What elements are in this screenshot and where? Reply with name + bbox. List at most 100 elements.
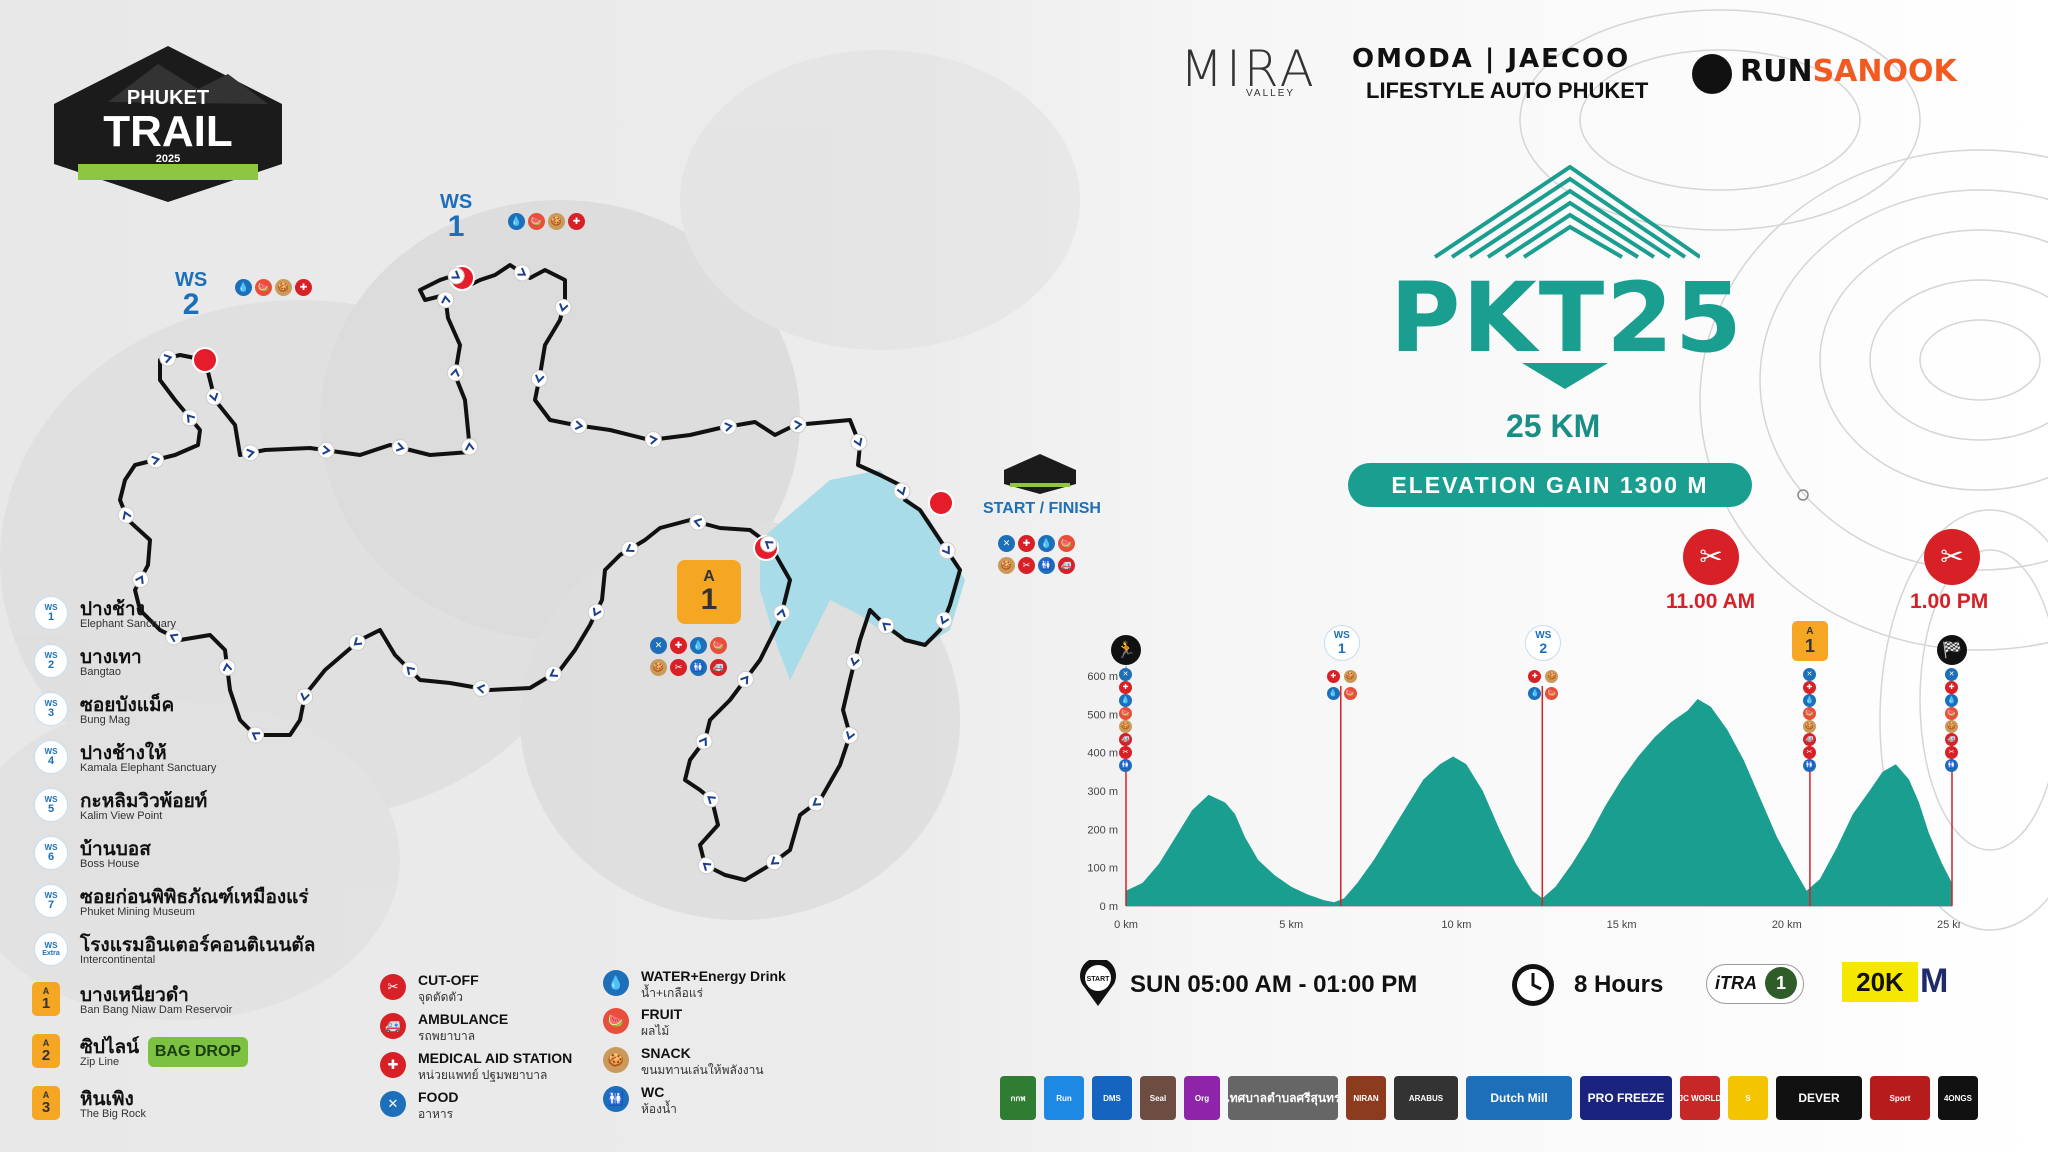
legend-name: กะหลิมวิวพ้อยท์ xyxy=(80,791,208,812)
ws-badge-num: 7 xyxy=(47,898,55,911)
icon-legend-sub: ขนมทานเล่นให้พลังงาน xyxy=(641,1063,764,1077)
ws2-map-label: WS 2 xyxy=(175,270,207,320)
ws2-num: 2 xyxy=(182,288,200,321)
svg-text:✂: ✂ xyxy=(1940,541,1963,572)
zone-a1-top: A xyxy=(703,568,715,585)
sponsor-logo: Sport xyxy=(1870,1076,1930,1120)
mira-logo: MIRA xyxy=(1180,40,1317,98)
y-tick-label: 600 m xyxy=(1087,671,1118,683)
ambulance-icon: 🚑 xyxy=(380,1013,406,1039)
logo-top-text: PHUKET xyxy=(127,87,209,109)
legend-sub: The Big Rock xyxy=(80,1108,147,1120)
icon-legend-title: CUT-OFF xyxy=(418,972,479,988)
ws-badge: WS 6 xyxy=(34,836,68,870)
finish-icon: 🏁 xyxy=(1937,635,1967,665)
legend-ws-item: WS 7 ซอยก่อนพิพิธภัณฑ์เหมืองแร่ Phuket Mini… xyxy=(30,882,370,922)
ws-badge-num: Extra xyxy=(42,949,60,957)
sponsor-logo: S xyxy=(1728,1076,1768,1120)
race-hours: 8 Hours xyxy=(1574,971,1664,998)
legend-sub: Ban Bang Niaw Dam Reservoir xyxy=(80,1004,233,1016)
ambulance-icon: 🚑 xyxy=(1119,733,1132,746)
elevation-chart: 0 m 100 m 200 m 300 m 400 m 500 m 600 m 0 km 5 k… xyxy=(1087,666,1960,931)
legend-ws-item: WS 1 ปางช้าง Elephant Sanctuary xyxy=(30,594,370,634)
water-icon: 💧 xyxy=(1119,694,1132,707)
y-tick-label: 500 m xyxy=(1087,709,1118,721)
fruit-icon: 🍉 xyxy=(1802,707,1816,720)
water-icon: 💧 xyxy=(508,213,525,230)
water-icon: 💧 xyxy=(1038,535,1055,552)
ws-badge-num: 5 xyxy=(47,802,55,815)
ws-badge-num: 6 xyxy=(47,850,55,863)
legend-name: ปางช้างให้ xyxy=(80,743,167,764)
food-icon: ✕ xyxy=(650,637,667,654)
lifestyle-text: LIFESTYLE AUTO PHUKET xyxy=(1366,78,1649,103)
cut-off-icon: ✂ xyxy=(380,974,406,1000)
medical-icon: ✚ xyxy=(568,213,585,230)
ws1-marker[interactable] xyxy=(449,265,475,291)
icon-legend-medical: ✚ MEDICAL AID STATION หน่วยแพทย์ ปฐมพยาบาล xyxy=(380,1050,590,1084)
y-tick-label: 300 m xyxy=(1087,786,1118,798)
y-tick-label: 400 m xyxy=(1087,748,1118,760)
ws-badge-num: 2 xyxy=(47,658,55,671)
ws-badge-top: WS xyxy=(44,698,58,708)
snack-icon: 🍪 xyxy=(1119,720,1132,733)
fruit-icon: 🍉 xyxy=(1119,707,1132,720)
ambulance-icon: 🚑 xyxy=(1802,733,1816,746)
zone-a1-badge[interactable]: A 1 xyxy=(677,560,741,624)
ws-badge-top: WS xyxy=(44,794,58,804)
cutoff-icon: ✂ xyxy=(1683,529,1739,585)
profile-ws-marker[interactable]: WS 2 xyxy=(1525,625,1562,661)
sponsor-logo: PRO FREEZE xyxy=(1580,1076,1672,1120)
cut-off-icon: ✂ xyxy=(1802,746,1816,759)
start-badge-text: START xyxy=(1087,976,1111,983)
medical-icon: ✚ xyxy=(1018,535,1035,552)
legend-name: ซิปไลน์ xyxy=(80,1037,140,1058)
ambulance-icon: 🚑 xyxy=(710,659,727,676)
legend-ws-item: WS Extra โรงแรมอินเตอร์คอนติเนนตัล Intercon… xyxy=(30,930,370,970)
icon-legend-sub: จุดตัดตัว xyxy=(418,990,463,1004)
fruit-icon: 🍉 xyxy=(1545,687,1559,700)
points-m: M xyxy=(1920,962,1949,1000)
zone-badge-num: 1 xyxy=(41,995,51,1012)
a1-marker[interactable] xyxy=(753,535,779,561)
ambulance-icon: 🚑 xyxy=(1945,733,1958,746)
y-tick-label: 200 m xyxy=(1087,824,1118,836)
legend-zone-item: A 3 หินเพิง The Big Rock xyxy=(30,1084,370,1128)
zone-badge-top: A xyxy=(42,986,50,996)
cutoff-time-1: 11.00 AM xyxy=(1666,590,1756,613)
marker-num: 1 xyxy=(1804,636,1815,656)
y-tick-label: 100 m xyxy=(1087,863,1118,875)
profile-ws-marker[interactable]: WS 1 xyxy=(1323,625,1360,661)
x-tick-label: 15 km xyxy=(1607,919,1637,931)
race-distance: 25 KM xyxy=(1506,408,1601,444)
ws-badge: WS 5 xyxy=(34,788,68,822)
terrain-shading xyxy=(0,50,1080,1020)
icon-legend-sub: ผลไม้ xyxy=(641,1024,670,1038)
legend-ws-item: WS 5 กะหลิมวิวพ้อยท์ Kalim View Point xyxy=(30,786,370,826)
itra-text: iTRA xyxy=(1715,973,1757,993)
x-tick-label: 0 km xyxy=(1114,919,1138,931)
legend-sub: Zip Line xyxy=(80,1056,120,1068)
sponsor-logo: กกพ xyxy=(1000,1076,1036,1120)
start-finish-marker[interactable] xyxy=(928,490,954,516)
race-code: PKT25 xyxy=(1390,262,1744,374)
ws-badge-top: WS xyxy=(44,940,58,950)
ws2-marker[interactable] xyxy=(192,347,218,373)
medical-icon: ✚ xyxy=(1528,670,1542,683)
zone-badge-top: A xyxy=(42,1038,50,1048)
medical-icon: ✚ xyxy=(295,279,312,296)
legend-ws-item: WS 4 ปางช้างให้ Kamala Elephant Sanctuary xyxy=(30,738,370,778)
mountain-icon xyxy=(1433,165,1700,389)
icon-legend-title: FRUIT xyxy=(641,1006,683,1022)
medical-icon: ✚ xyxy=(670,637,687,654)
water-icon: 💧 xyxy=(603,970,629,996)
legend-name: โรงแรมอินเตอร์คอนติเนนตัล xyxy=(80,935,316,956)
itra-badge: iTRA 1 xyxy=(1706,964,1804,1004)
start-finish-logo xyxy=(1004,454,1076,494)
ws-badge: WS 1 xyxy=(34,596,68,630)
svg-text:✂: ✂ xyxy=(1699,541,1722,572)
legend-ws-item: WS 6 บ้านบอส Boss House xyxy=(30,834,370,874)
icon-legend-title: FOOD xyxy=(418,1089,459,1105)
